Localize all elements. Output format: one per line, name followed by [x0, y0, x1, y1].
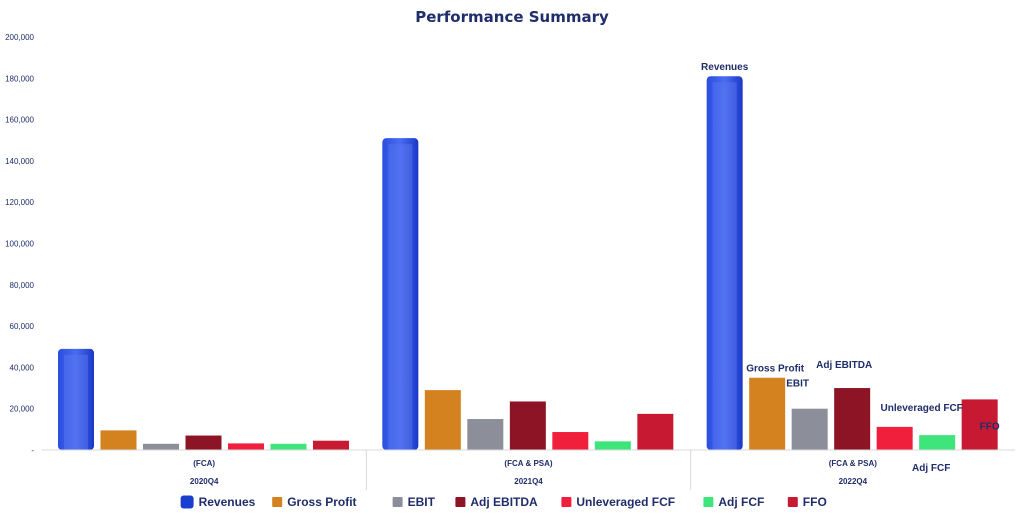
legend: Revenues Gross Profit EBIT Adj EBITDA Unleve…	[180, 495, 827, 509]
bar-ebit-2020q4	[143, 443, 179, 450]
bar-annotation: Adj EBITDA	[816, 360, 872, 371]
x-category-label: 2022Q4	[839, 477, 868, 486]
bar-ebit-2021q4	[467, 419, 504, 450]
legend-item-adj-fcf: Adj FCF	[703, 495, 764, 509]
x-group-label: (FCA & PSA)	[829, 459, 877, 468]
bar-annotation: Unleveraged FCF	[881, 403, 963, 414]
legend-label: Adj EBITDA	[470, 495, 538, 509]
x-axis: (FCA) 2020Q4 (FCA & PSA) 2021Q4 (FCA & PSA) 2…	[42, 449, 1015, 490]
x-category-label: 2021Q4	[514, 477, 543, 486]
legend-label: FFO	[803, 495, 827, 509]
y-tick-label: 20,000	[10, 405, 35, 414]
bar-annotation: Adj FCF	[912, 463, 950, 474]
y-tick-label: 60,000	[10, 322, 35, 331]
legend-item-gross-profit: Gross Profit	[272, 495, 357, 509]
legend-label: Gross Profit	[287, 495, 356, 509]
x-group-label: (FCA)	[193, 459, 215, 468]
legend-swatch	[561, 497, 572, 507]
legend-swatch	[180, 495, 194, 509]
x-group-label: (FCA & PSA)	[504, 459, 552, 468]
legend-swatch	[455, 497, 466, 507]
y-axis: - 20,000 40,000 60,000 80,000 100,000 120,000 1…	[5, 33, 34, 455]
bar-unleveraged-fcf-2022q4	[876, 426, 913, 450]
y-tick-label: 80,000	[10, 281, 35, 290]
legend-item-revenues: Revenues	[180, 495, 256, 509]
bar-ffo-2022q4	[961, 399, 998, 450]
bar-adj-ebitda-2022q4	[834, 388, 871, 450]
bar-gross-profit-2020q4	[100, 430, 137, 450]
legend-swatch	[787, 497, 798, 507]
y-tick-label: 40,000	[10, 363, 35, 372]
bar-highlight	[64, 354, 88, 450]
y-tick-label: 200,000	[5, 33, 34, 42]
bar-revenues-2020q4	[58, 348, 94, 450]
bar-highlight	[712, 82, 737, 451]
bar-adj-ebitda-2021q4	[509, 401, 546, 450]
x-category-label: 2020Q4	[190, 477, 219, 486]
y-tick-label: -	[31, 446, 34, 455]
plot-area	[58, 76, 998, 451]
bar-gross-profit-2021q4	[424, 390, 461, 450]
legend-label: Unleveraged FCF	[576, 495, 675, 509]
bar-revenues-2022q4	[706, 76, 743, 451]
legend-label: Adj FCF	[718, 495, 764, 509]
bar-ffo-2020q4	[313, 440, 349, 450]
bar-annotation: Gross Profit	[746, 364, 804, 375]
bar-unleveraged-fcf-2020q4	[228, 443, 264, 450]
bar-adj-ebitda-2020q4	[185, 435, 222, 450]
bar-annotation: Revenues	[701, 62, 749, 73]
bar-ffo-2021q4	[637, 413, 674, 450]
bar-unleveraged-fcf-2021q4	[552, 432, 589, 450]
legend-swatch	[272, 497, 283, 507]
chart-title: Performance Summary	[415, 8, 609, 26]
y-tick-label: 140,000	[5, 157, 34, 166]
legend-item-unleveraged-fcf: Unleveraged FCF	[561, 495, 675, 509]
bar-highlight	[388, 144, 413, 450]
bar-adj-fcf-2020q4	[270, 443, 307, 450]
legend-item-adj-ebitda: Adj EBITDA	[455, 495, 538, 509]
legend-item-ffo: FFO	[787, 495, 827, 509]
y-tick-label: 100,000	[5, 240, 34, 249]
annotations: Revenues Gross Profit EBIT Adj EBITDA Unleve…	[701, 62, 1000, 474]
legend-label: Revenues	[199, 495, 256, 509]
legend-swatch	[703, 497, 714, 507]
bar-gross-profit-2022q4	[749, 377, 786, 450]
legend-label: EBIT	[408, 495, 436, 509]
bar-revenues-2021q4	[382, 138, 419, 450]
legend-swatch	[392, 497, 403, 507]
bar-adj-fcf-2021q4	[594, 441, 631, 450]
y-tick-label: 160,000	[5, 116, 34, 125]
bar-annotation: FFO	[980, 421, 1000, 432]
y-tick-label: 120,000	[5, 198, 34, 207]
legend-item-ebit: EBIT	[392, 495, 436, 509]
bar-ebit-2022q4	[791, 408, 828, 450]
bar-adj-fcf-2022q4	[919, 435, 956, 450]
bar-annotation: EBIT	[786, 379, 809, 390]
y-tick-label: 180,000	[5, 74, 34, 83]
